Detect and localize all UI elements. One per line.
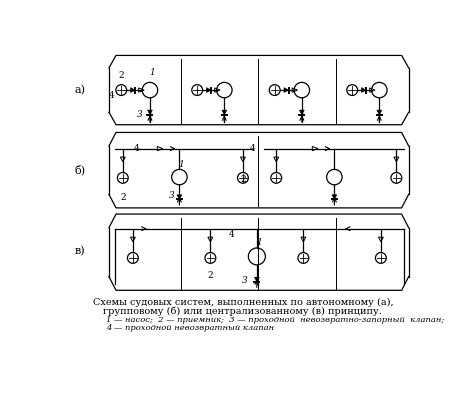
Text: 2: 2: [208, 271, 213, 280]
Text: 2: 2: [120, 193, 126, 202]
Polygon shape: [377, 110, 382, 115]
Text: 3: 3: [242, 276, 248, 284]
Text: Схемы судовых систем, выполненных по автономному (а),: Схемы судовых систем, выполненных по авт…: [92, 298, 393, 307]
Text: 3: 3: [137, 110, 143, 119]
Text: групповому (б) или централизованному (в) принципу.: групповому (б) или централизованному (в)…: [103, 306, 383, 316]
Text: 4 — проходной невозвратный клапан: 4 — проходной невозвратный клапан: [106, 324, 274, 332]
Text: 1: 1: [149, 68, 155, 78]
Text: в): в): [75, 246, 85, 256]
Text: 4: 4: [134, 144, 140, 153]
Text: а): а): [75, 85, 86, 95]
Polygon shape: [207, 88, 211, 93]
Polygon shape: [300, 110, 304, 115]
Text: 2: 2: [240, 176, 246, 184]
Polygon shape: [177, 195, 182, 199]
Polygon shape: [147, 110, 153, 115]
Text: 1: 1: [256, 238, 262, 247]
Text: 3: 3: [169, 191, 174, 200]
Text: 1: 1: [178, 160, 184, 169]
Text: 4: 4: [250, 144, 256, 153]
Polygon shape: [130, 88, 135, 93]
Text: 4: 4: [228, 230, 234, 239]
Polygon shape: [255, 277, 259, 282]
Text: 4: 4: [108, 91, 114, 100]
Polygon shape: [284, 88, 289, 93]
Text: б): б): [75, 164, 86, 175]
Polygon shape: [362, 88, 366, 93]
Polygon shape: [332, 195, 337, 199]
Text: 2: 2: [118, 71, 124, 80]
Polygon shape: [222, 110, 227, 115]
Text: 1 — насос;  2 — приемник;  3 — проходной  невозвратно-запорный  клапан;: 1 — насос; 2 — приемник; 3 — проходной н…: [106, 317, 444, 324]
